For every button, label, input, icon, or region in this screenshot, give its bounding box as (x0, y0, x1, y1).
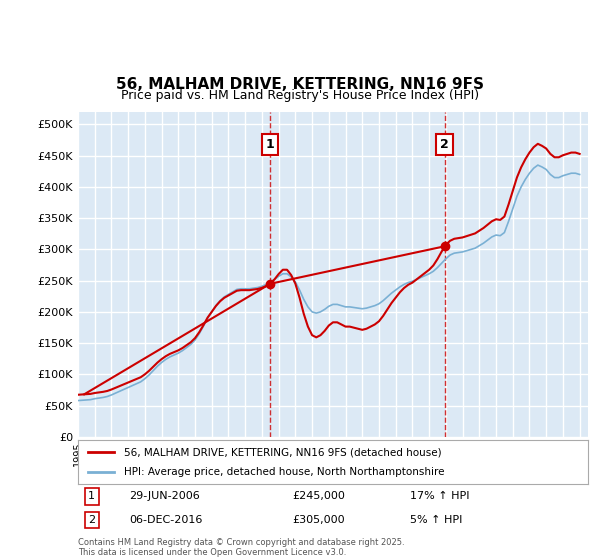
Text: £305,000: £305,000 (292, 515, 345, 525)
Text: HPI: Average price, detached house, North Northamptonshire: HPI: Average price, detached house, Nort… (124, 467, 445, 477)
Text: 2: 2 (88, 515, 95, 525)
Text: 2: 2 (440, 138, 449, 151)
Text: 06-DEC-2016: 06-DEC-2016 (129, 515, 202, 525)
Text: Price paid vs. HM Land Registry's House Price Index (HPI): Price paid vs. HM Land Registry's House … (121, 89, 479, 102)
Text: 17% ↑ HPI: 17% ↑ HPI (409, 492, 469, 501)
Text: 29-JUN-2006: 29-JUN-2006 (129, 492, 200, 501)
Text: 5% ↑ HPI: 5% ↑ HPI (409, 515, 462, 525)
Text: 1: 1 (266, 138, 275, 151)
Text: 56, MALHAM DRIVE, KETTERING, NN16 9FS: 56, MALHAM DRIVE, KETTERING, NN16 9FS (116, 77, 484, 92)
Text: £245,000: £245,000 (292, 492, 345, 501)
Text: 1: 1 (88, 492, 95, 501)
Text: Contains HM Land Registry data © Crown copyright and database right 2025.
This d: Contains HM Land Registry data © Crown c… (78, 538, 404, 557)
Text: 56, MALHAM DRIVE, KETTERING, NN16 9FS (detached house): 56, MALHAM DRIVE, KETTERING, NN16 9FS (d… (124, 447, 442, 457)
